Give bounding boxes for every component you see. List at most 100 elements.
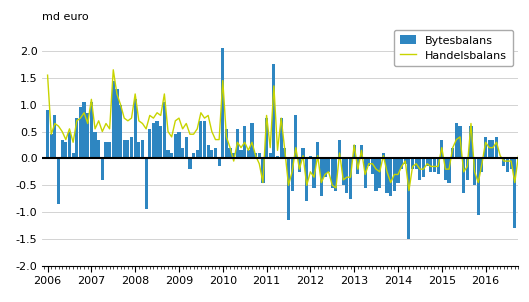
Bar [451, 148, 454, 158]
Bar [433, 158, 436, 172]
Bar [444, 158, 447, 180]
Bar [148, 129, 151, 158]
Bar [188, 158, 191, 169]
Bar [232, 153, 235, 158]
Bar [108, 142, 111, 158]
Bar [386, 158, 389, 193]
Bar [196, 150, 199, 158]
Bar [393, 158, 396, 191]
Bar [137, 142, 140, 158]
Bar [152, 124, 155, 158]
Bar [247, 150, 250, 158]
Bar [199, 121, 203, 158]
Bar [363, 158, 367, 188]
Bar [400, 158, 403, 169]
Bar [316, 142, 319, 158]
Handelsbalans [406, 189, 412, 192]
Bar [225, 129, 228, 158]
Bar [323, 158, 326, 177]
Bar [404, 158, 407, 164]
Bar [68, 132, 71, 158]
Bar [174, 134, 177, 158]
Bar [521, 158, 524, 161]
Bar [243, 126, 247, 158]
Bar [86, 113, 89, 158]
Handelsbalans [44, 73, 51, 77]
Bar [407, 158, 411, 239]
Bar [144, 158, 148, 209]
Bar [254, 153, 257, 158]
Bar [371, 158, 374, 175]
Bar [484, 137, 487, 158]
Bar [360, 145, 363, 158]
Bar [71, 153, 75, 158]
Bar [53, 115, 57, 158]
Bar [469, 126, 472, 158]
Bar [313, 158, 316, 188]
Bar [528, 153, 529, 158]
Bar [130, 137, 133, 158]
Bar [203, 121, 206, 158]
Bar [75, 118, 78, 158]
Bar [345, 158, 349, 193]
Bar [480, 158, 484, 172]
Bar [283, 148, 286, 158]
Bar [261, 158, 264, 182]
Bar [57, 158, 60, 204]
Bar [396, 158, 399, 182]
Bar [294, 115, 297, 158]
Bar [272, 64, 276, 158]
Bar [513, 158, 516, 228]
Bar [181, 148, 184, 158]
Bar [61, 140, 64, 158]
Bar [353, 145, 355, 158]
Bar [517, 158, 520, 164]
Bar [389, 158, 392, 196]
Bar [290, 158, 294, 191]
Handelsbalans [464, 165, 470, 168]
Legend: Bytesbalans, Handelsbalans: Bytesbalans, Handelsbalans [394, 30, 513, 66]
Bar [422, 158, 425, 177]
Bar [305, 158, 308, 201]
Bar [240, 150, 243, 158]
Bar [236, 129, 239, 158]
Bar [104, 142, 107, 158]
Bar [415, 158, 418, 169]
Bar [112, 81, 115, 158]
Bar [258, 153, 261, 158]
Handelsbalans [351, 143, 358, 147]
Bar [331, 158, 334, 188]
Bar [418, 158, 422, 180]
Bar [356, 158, 359, 175]
Bar [83, 102, 86, 158]
Line: Handelsbalans: Handelsbalans [48, 70, 529, 191]
Bar [126, 140, 130, 158]
Bar [338, 140, 341, 158]
Bar [509, 158, 513, 169]
Bar [411, 158, 414, 169]
Bar [134, 99, 137, 158]
Bar [214, 148, 217, 158]
Bar [462, 158, 465, 193]
Bar [349, 158, 352, 199]
Bar [280, 118, 282, 158]
Bar [491, 140, 495, 158]
Handelsbalans [110, 68, 116, 72]
Bar [367, 158, 370, 166]
Bar [141, 140, 144, 158]
Bar [265, 118, 268, 158]
Bar [502, 158, 505, 166]
Bar [170, 153, 174, 158]
Bar [229, 148, 232, 158]
Bar [210, 150, 213, 158]
Bar [159, 126, 162, 158]
Bar [250, 124, 253, 158]
Bar [79, 108, 82, 158]
Bar [192, 153, 195, 158]
Bar [269, 153, 272, 158]
Bar [287, 158, 290, 220]
Bar [378, 158, 381, 188]
Bar [221, 48, 224, 158]
Bar [334, 158, 338, 191]
Bar [156, 121, 159, 158]
